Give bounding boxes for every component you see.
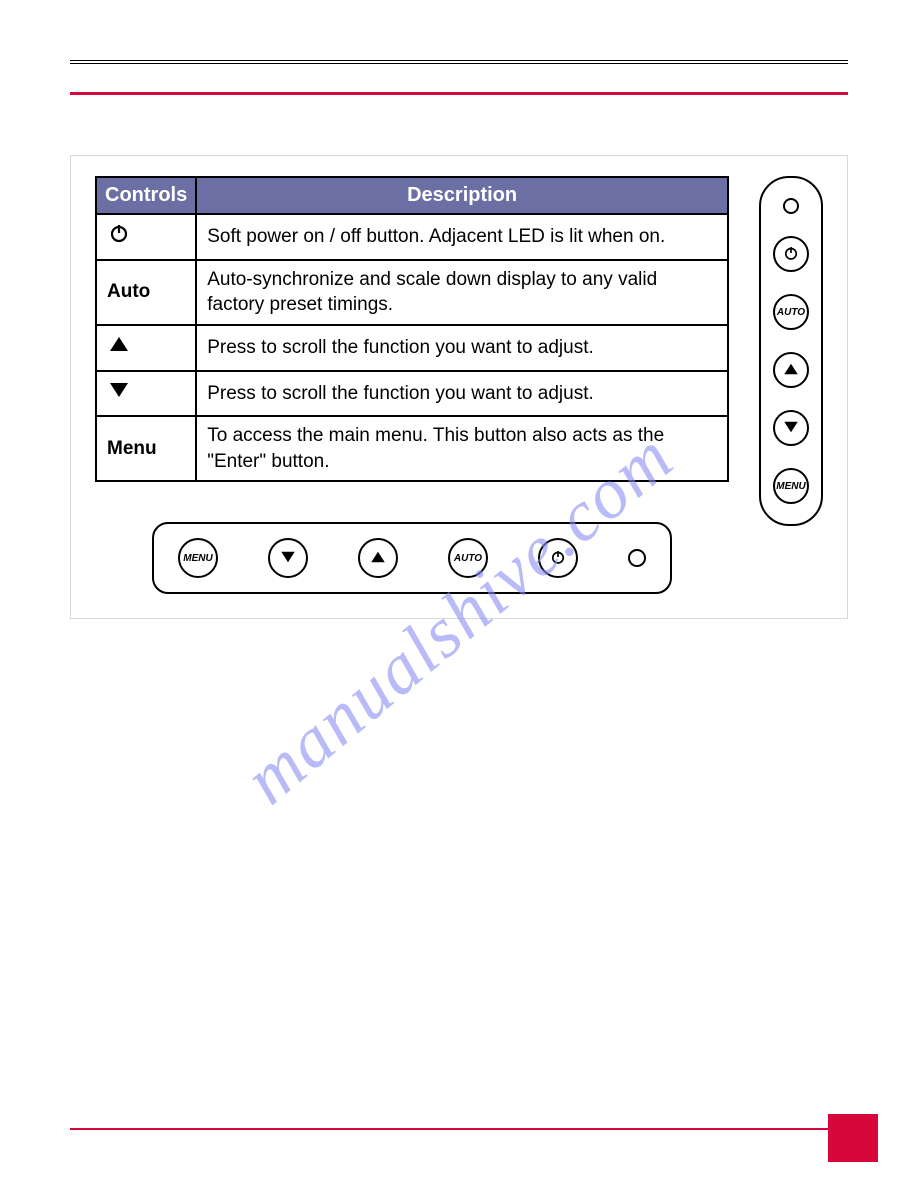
power-icon bbox=[107, 229, 131, 250]
controls-table: Controls Description Soft power on / off… bbox=[95, 176, 729, 482]
down-icon bbox=[279, 548, 297, 569]
double-rule bbox=[70, 60, 848, 64]
th-description: Description bbox=[196, 177, 728, 214]
up-icon bbox=[369, 548, 387, 569]
footer-accent-line bbox=[70, 1128, 848, 1130]
control-cell: Menu bbox=[96, 416, 196, 481]
control-cell bbox=[96, 214, 196, 260]
control-cell bbox=[96, 371, 196, 417]
content-box: Controls Description Soft power on / off… bbox=[70, 155, 848, 619]
description-cell: To access the main menu. This button als… bbox=[196, 416, 728, 481]
down-button[interactable] bbox=[268, 538, 308, 578]
down-icon bbox=[107, 386, 131, 407]
table-row: Soft power on / off button. Adjacent LED… bbox=[96, 214, 728, 260]
vertical-button-panel: AUTO MENU bbox=[759, 176, 823, 526]
auto-button[interactable]: AUTO bbox=[773, 294, 809, 330]
control-cell bbox=[96, 325, 196, 371]
led-indicator bbox=[628, 549, 646, 567]
power-button[interactable] bbox=[773, 236, 809, 272]
description-cell: Press to scroll the function you want to… bbox=[196, 371, 728, 417]
down-icon bbox=[782, 418, 800, 439]
up-icon bbox=[782, 360, 800, 381]
table-row: AutoAuto-synchronize and scale down disp… bbox=[96, 260, 728, 325]
th-controls: Controls bbox=[96, 177, 196, 214]
control-cell: Auto bbox=[96, 260, 196, 325]
up-button[interactable] bbox=[773, 352, 809, 388]
table-row: Press to scroll the function you want to… bbox=[96, 371, 728, 417]
auto-button[interactable]: AUTO bbox=[448, 538, 488, 578]
description-cell: Auto-synchronize and scale down display … bbox=[196, 260, 728, 325]
description-cell: Soft power on / off button. Adjacent LED… bbox=[196, 214, 728, 260]
table-row: Press to scroll the function you want to… bbox=[96, 325, 728, 371]
led-indicator bbox=[783, 198, 799, 214]
down-button[interactable] bbox=[773, 410, 809, 446]
description-cell: Press to scroll the function you want to… bbox=[196, 325, 728, 371]
power-button[interactable] bbox=[538, 538, 578, 578]
footer-accent-block bbox=[828, 1114, 878, 1162]
menu-button[interactable]: MENU bbox=[773, 468, 809, 504]
horizontal-button-panel: MENU AUTO bbox=[152, 522, 672, 594]
table-row: MenuTo access the main menu. This button… bbox=[96, 416, 728, 481]
power-icon bbox=[549, 548, 567, 569]
up-button[interactable] bbox=[358, 538, 398, 578]
separator-accent bbox=[70, 92, 848, 95]
up-icon bbox=[107, 340, 131, 361]
power-icon bbox=[782, 244, 800, 265]
menu-button[interactable]: MENU bbox=[178, 538, 218, 578]
